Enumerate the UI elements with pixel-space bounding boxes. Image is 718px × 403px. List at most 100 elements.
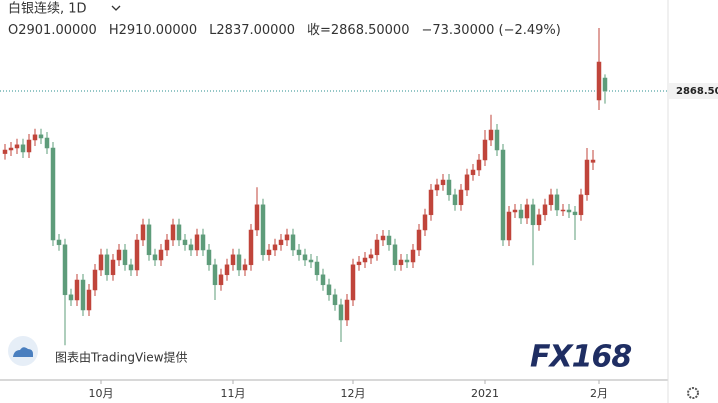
candle-body [446, 179, 452, 196]
candle-body [308, 259, 314, 263]
candle-body [380, 235, 386, 241]
candle-body [14, 144, 20, 149]
candle-body [68, 294, 74, 301]
settings-gear[interactable] [687, 387, 699, 399]
candle-body [428, 189, 434, 216]
candle-body [476, 159, 482, 171]
candle-body [188, 244, 194, 251]
interval-chevron[interactable] [111, 5, 121, 11]
candle-body [2, 149, 8, 154]
candle-body [56, 239, 62, 246]
candle-body [194, 234, 200, 251]
candle-body [416, 229, 422, 251]
candle-body [578, 194, 584, 216]
candle-body [398, 259, 404, 266]
candle-body [170, 224, 176, 241]
x-tick-label: 10月 [89, 387, 114, 400]
candle-body [548, 194, 554, 206]
candle-body [440, 179, 446, 186]
candle-body [566, 209, 572, 213]
candle-body [260, 204, 266, 256]
info-item: −73.30000 (−2.49%) [421, 23, 560, 38]
candle-body [386, 235, 392, 246]
cloud-icon [13, 347, 33, 357]
last-price-label: 2868.500 [676, 86, 718, 97]
candle-body [200, 234, 206, 251]
info-line: O2901.00000 H2910.00000 L2837.00000 收=2868.… [8, 23, 561, 38]
candle-body [74, 279, 80, 301]
candle-body [50, 147, 56, 241]
candle-body [482, 139, 488, 161]
candle-body [128, 264, 134, 271]
candle-body [410, 249, 416, 263]
candle-body [500, 149, 506, 241]
candle-body [464, 174, 470, 191]
candle-body [20, 144, 26, 153]
candle-body [146, 224, 152, 256]
candle-body [326, 284, 332, 296]
candle-body [206, 249, 212, 266]
candle-body [458, 189, 464, 206]
candle-body [98, 254, 104, 271]
candle-body [524, 204, 530, 219]
candle-body [26, 139, 32, 153]
candle-body [32, 134, 38, 141]
candle-body [44, 137, 50, 149]
watermark: 图表由TradingView提供 [55, 350, 188, 365]
candle-body [404, 259, 410, 263]
candle-body [296, 249, 302, 256]
candle-body [590, 159, 596, 163]
candle-body [584, 159, 590, 196]
candle-body [182, 239, 188, 246]
candle-body [140, 224, 146, 241]
candle-body [218, 274, 224, 286]
candle-body [110, 259, 116, 276]
candle-body [290, 234, 296, 251]
candle-body [158, 249, 164, 261]
candle-body [470, 169, 476, 176]
info-text: O2901.00000 H2910.00000 L2837.00000 收=2868.… [8, 23, 561, 38]
candle-body [434, 184, 440, 191]
gear-icon[interactable] [687, 387, 699, 399]
candle-body [86, 289, 92, 311]
candle-body [362, 257, 368, 263]
candle-body [134, 239, 140, 271]
candle-body [488, 129, 494, 141]
candle-body [8, 147, 14, 151]
candle-body [230, 254, 236, 266]
candle-body [122, 249, 128, 266]
logo: FX168 [530, 340, 631, 375]
candle-body [560, 209, 566, 212]
candle-body [530, 204, 536, 226]
info-item: 收=2868.50000 [307, 23, 409, 38]
info-item: L2837.00000 [209, 23, 295, 38]
candle-body [104, 254, 110, 276]
candle-body [212, 264, 218, 286]
candle-body [392, 244, 398, 266]
candle-body [314, 261, 320, 276]
last-price-box [669, 83, 718, 99]
tradingview-badge: 图表由TradingView提供 [8, 336, 188, 366]
candle-body [596, 61, 602, 101]
candle-body [542, 204, 548, 216]
chart-title: 白银连续, 1D [8, 1, 87, 17]
info-item: H2910.00000 [109, 23, 197, 38]
candle-body [452, 194, 458, 206]
candle-body [344, 299, 350, 321]
candle-body [254, 204, 260, 231]
candle-body [494, 129, 500, 151]
candle-body [374, 239, 380, 256]
candle-body [554, 194, 560, 211]
candle-body [236, 254, 242, 271]
candle-body [38, 134, 44, 139]
candle-body [92, 269, 98, 291]
candle-body [284, 234, 290, 241]
candle-body [572, 211, 578, 216]
candle-body [266, 249, 272, 256]
candle-body [368, 254, 374, 259]
candle-body [278, 239, 284, 246]
x-tick-label: 2021 [471, 387, 499, 400]
candle-body [536, 214, 542, 226]
candle-body [338, 304, 344, 321]
